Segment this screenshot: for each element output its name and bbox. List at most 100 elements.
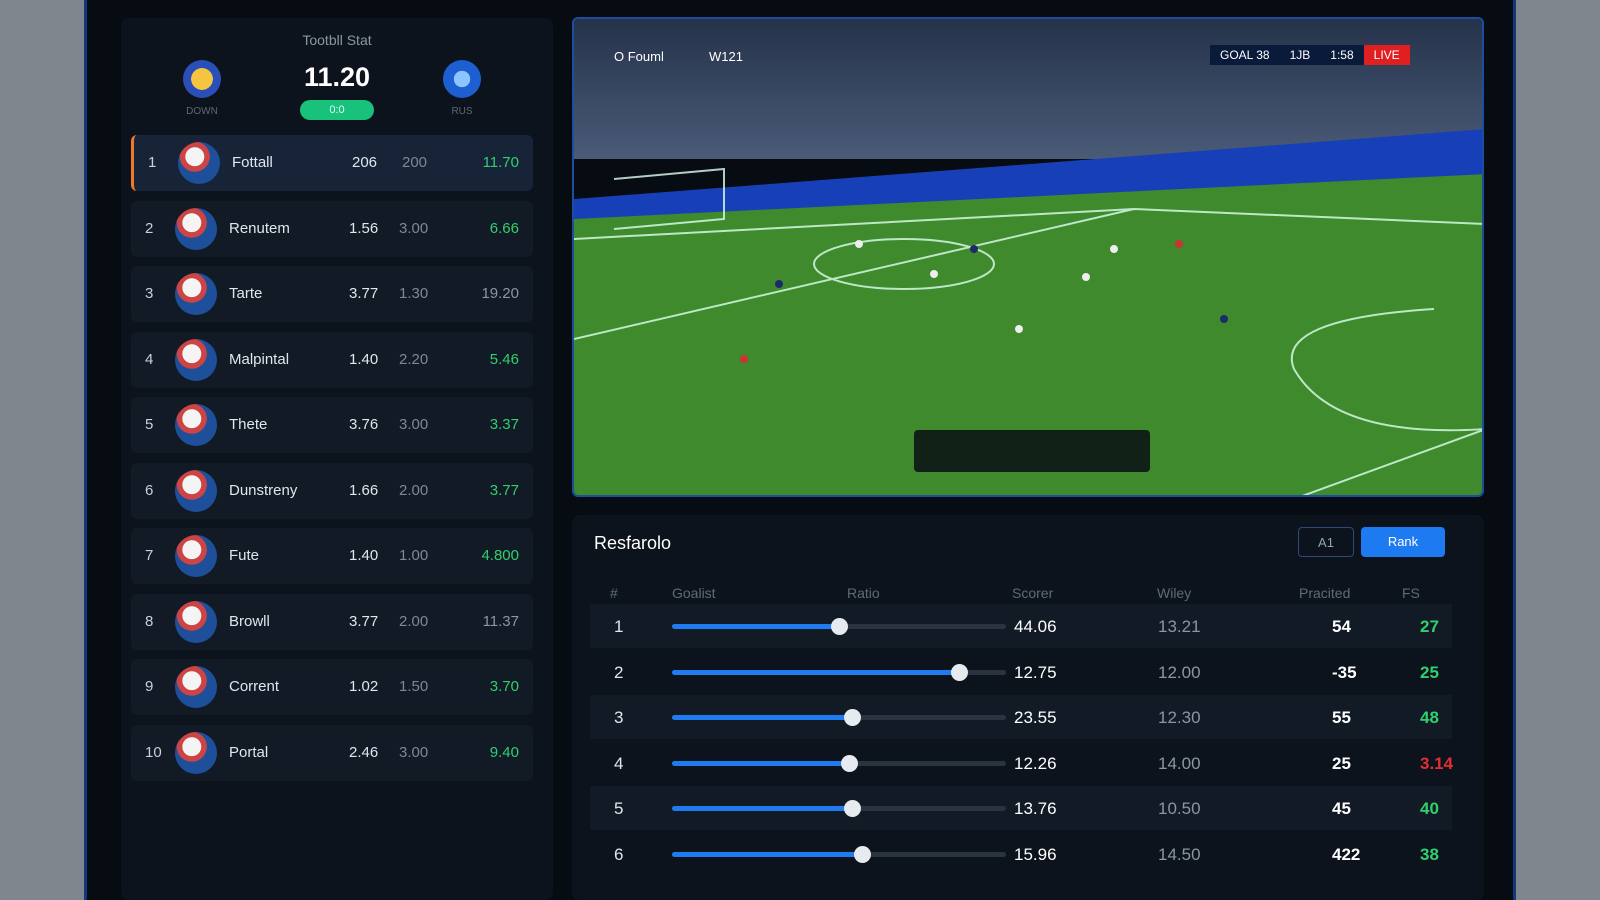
slider-knob[interactable] (844, 709, 862, 726)
column-header: Pracited (1299, 585, 1351, 601)
stat: 3.00 (399, 219, 429, 237)
scoreboard-cell: 1JB (1279, 45, 1321, 65)
stats-bar (914, 430, 1150, 472)
cell: 15.96 (1014, 844, 1057, 864)
stat: 3.77 (489, 481, 519, 499)
rank: 6 (145, 481, 154, 499)
stat: 2.46 (349, 743, 379, 761)
slider-knob[interactable] (844, 800, 862, 817)
slider-track (672, 845, 1006, 863)
player-name: Malpintal (229, 350, 290, 368)
slider-track (672, 663, 1006, 681)
cell: 55 (1332, 708, 1351, 727)
avatar (175, 535, 217, 577)
rank: 3 (145, 285, 154, 302)
slider-fill (672, 715, 853, 720)
cell: 45 (1332, 799, 1351, 818)
filter-button[interactable]: A1 (1298, 527, 1354, 557)
slider-fill (672, 669, 960, 675)
player-name: Tarte (229, 285, 263, 302)
cell: 14.00 (1158, 753, 1201, 773)
column-header: Ratio (847, 585, 880, 601)
result-row: 3 23.55 12.30 55 48 (590, 695, 1452, 739)
avatar (178, 142, 220, 184)
avatar (175, 404, 217, 446)
stat: 1.40 (349, 547, 379, 564)
slider-knob[interactable] (831, 618, 848, 635)
cell: 13.76 (1014, 799, 1057, 818)
stat: 3.00 (399, 743, 429, 761)
cell: 38 (1420, 844, 1439, 864)
results-panel: Resfarolo A1 Rank # Goalist Ratio Scorer Wil… (572, 515, 1484, 900)
leaderboard-row: 10 Portal 2.46 3.00 9.40 (131, 724, 533, 781)
cell: 13.21 (1158, 617, 1201, 636)
stat: 200 (402, 154, 428, 171)
leaderboard-row: 6 Dunstreny 1.66 2.00 3.77 (131, 462, 533, 519)
tag: W121 (709, 49, 743, 64)
rank: 7 (145, 547, 154, 564)
leaderboard-panel: Tootbll Stat DOWN 11.20 0:0 RUS 1 Fottall… (121, 18, 553, 900)
result-row: 6 15.96 14.50 422 38 (590, 832, 1452, 876)
rank: 4 (614, 753, 624, 773)
player-name: Fottall (232, 154, 273, 171)
team-logo (183, 60, 221, 98)
rank: 3 (614, 708, 624, 727)
leaderboard-row: 8 Browll 3.77 2.00 11.37 (131, 593, 533, 650)
cell: 12.75 (1014, 662, 1057, 682)
slider-fill (672, 760, 850, 766)
cell: 14.50 (1158, 844, 1201, 864)
rank: 1 (614, 617, 624, 636)
stat: 6.66 (489, 219, 519, 237)
cell: 44.06 (1014, 617, 1057, 636)
slider-knob[interactable] (841, 754, 859, 772)
avatar (175, 731, 217, 774)
player-name: Portal (229, 743, 269, 761)
cell: 12.30 (1158, 708, 1201, 727)
scoreboard: GOAL 38 1JB 1:58 LIVE (1210, 45, 1410, 65)
slider-knob[interactable] (854, 845, 872, 863)
column-header: Scorer (1012, 585, 1054, 601)
pitch: 42.271.02.28 (574, 19, 1482, 495)
status-badge: 0:0 (300, 100, 374, 120)
leaderboard-row: 9 Corrent 1.02 1.50 3.70 (131, 659, 533, 715)
avatar (175, 469, 217, 512)
stat: 3.70 (489, 678, 519, 695)
results-title: Resfarolo (594, 533, 672, 553)
score: 11.20 (303, 62, 371, 92)
player-name: Corrent (229, 678, 280, 695)
result-row: 2 12.75 12.00 -35 25 (590, 650, 1452, 694)
leaderboard-row: 2 Renutem 1.56 3.00 6.66 (131, 200, 533, 257)
stat: 1.30 (399, 285, 429, 302)
rank: 8 (145, 612, 154, 630)
slider-fill (672, 851, 863, 857)
slider-knob[interactable] (951, 663, 969, 681)
player-name: Browll (229, 612, 270, 630)
filter-button[interactable]: Rank (1361, 527, 1445, 557)
stat: 1.02 (349, 678, 379, 695)
slider-track (672, 754, 1006, 772)
stat: 2.20 (399, 350, 429, 368)
leaderboard-row: 3 Tarte 3.77 1.30 19.20 (131, 266, 533, 322)
match-header: Tootbll Stat DOWN 11.20 0:0 RUS (121, 18, 553, 130)
stat: 1.56 (349, 219, 379, 237)
leaderboard-row: 5 Thete 3.76 3.00 3.37 (131, 397, 533, 453)
cell: 27 (1420, 617, 1439, 636)
player-name: Dunstreny (229, 481, 298, 499)
rank: 9 (145, 678, 154, 695)
stat: 206 (352, 154, 378, 171)
avatar (175, 207, 217, 250)
scoreboard-cell: 1:58 (1320, 45, 1364, 65)
avatar (175, 600, 217, 643)
avatar (175, 666, 217, 708)
video-player[interactable]: 42.271.02.28 O Fouml W121 GOAL 381JB1:58… (572, 17, 1484, 497)
cell: 23.55 (1014, 708, 1057, 727)
stat: 3.77 (349, 285, 379, 302)
slider-fill (672, 624, 839, 629)
cell: 422 (1332, 844, 1361, 864)
column-header: Goalist (672, 585, 716, 601)
cell: 48 (1420, 708, 1439, 727)
column-header: # (610, 585, 618, 601)
player-name: Thete (229, 416, 268, 433)
stat: 2.00 (399, 481, 429, 499)
stat: 3.76 (349, 416, 379, 433)
